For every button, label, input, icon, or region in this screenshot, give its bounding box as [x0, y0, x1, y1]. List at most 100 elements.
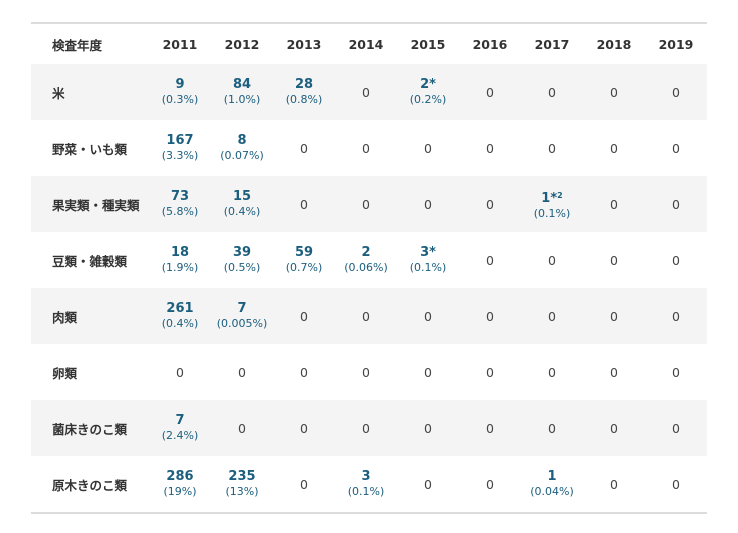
- row-label: 野菜・いも類: [52, 141, 128, 157]
- cell-count-value: 15: [232, 189, 252, 204]
- table-cell: 0: [335, 120, 397, 176]
- table-cell: 0: [211, 400, 273, 456]
- table-cell: 18 (1.9%): [149, 232, 211, 288]
- table-cell: 0: [645, 176, 707, 232]
- cell-zero-value: 0: [362, 420, 370, 436]
- cell-percentage: (1.9%): [161, 261, 199, 274]
- table-cell: 0: [645, 344, 707, 400]
- footnote-asterisk: *: [429, 77, 436, 92]
- cell-count-value: 7: [237, 301, 247, 316]
- table-cell: 0: [459, 400, 521, 456]
- cell-count-value: 3: [420, 245, 430, 260]
- table-cell: 3* (0.1%): [397, 232, 459, 288]
- cell-zero-value: 0: [486, 196, 494, 212]
- row-label: 肉類: [52, 309, 78, 325]
- cell-percentage: (0.1%): [533, 206, 571, 220]
- table-cell: 0: [645, 232, 707, 288]
- table-cell: 0: [335, 288, 397, 344]
- cell-count: 3: [335, 469, 397, 485]
- cell-zero-value: 0: [486, 252, 494, 268]
- table-cell: 0: [397, 400, 459, 456]
- table-cell: 0: [583, 176, 645, 232]
- table-cell: 59 (0.7%): [273, 232, 335, 288]
- cell-count: 7: [149, 413, 211, 429]
- cell-zero-value: 0: [176, 364, 184, 380]
- row-label: 原木きのこ類: [52, 477, 128, 493]
- cell-count-value: 59: [294, 245, 314, 260]
- cell-zero-value: 0: [486, 476, 494, 492]
- cell-count: 286: [149, 469, 211, 485]
- table-cell: 0: [521, 232, 583, 288]
- cell-zero-value: 0: [362, 196, 370, 212]
- table-cell: 0: [335, 400, 397, 456]
- cell-count: 59: [273, 245, 335, 261]
- cell-count-value: 235: [228, 469, 256, 484]
- cell-zero-value: 0: [300, 140, 308, 156]
- table-cell: 0: [273, 344, 335, 400]
- table-cell: 2* (0.2%): [397, 64, 459, 120]
- cell-percentage: (1.0%): [223, 93, 261, 106]
- table-cell: 7 (2.4%): [149, 400, 211, 456]
- table-cell: 1*2 (0.1%): [521, 176, 583, 232]
- table-cell: 0: [521, 64, 583, 120]
- cell-count-value: 9: [175, 77, 185, 92]
- table-row: 卵類 0 0 0 0 0 0 0 0 0: [31, 344, 707, 400]
- table-cell: 0: [521, 400, 583, 456]
- table-cell: 0: [273, 288, 335, 344]
- table-cell: 2 (0.06%): [335, 232, 397, 288]
- table-cell: 0: [273, 120, 335, 176]
- table-cell: 73 (5.8%): [149, 176, 211, 232]
- table-cell: 0: [273, 456, 335, 513]
- cell-zero-value: 0: [362, 140, 370, 156]
- table-cell: 0: [335, 344, 397, 400]
- cell-count-value: 39: [232, 245, 252, 260]
- cell-zero-value: 0: [672, 364, 680, 380]
- table-cell: 0: [583, 456, 645, 513]
- cell-zero-value: 0: [610, 196, 618, 212]
- cell-percentage: (2.4%): [161, 429, 199, 442]
- cell-count: 73: [149, 189, 211, 205]
- cell-zero-value: 0: [672, 476, 680, 492]
- cell-zero-value: 0: [610, 420, 618, 436]
- table-cell: 9 (0.3%): [149, 64, 211, 120]
- cell-zero-value: 0: [672, 140, 680, 156]
- table-cell: 3 (0.1%): [335, 456, 397, 513]
- table-row: 菌床きのこ類 7 (2.4%) 0 0 0 0 0 0 0 0: [31, 400, 707, 456]
- table-body: 米 9 (0.3%) 84 (1.0%) 28 (0.8%) 0 2* (0.2%) 0 0 0 0 野菜・…: [31, 64, 707, 513]
- cell-count-value: 1: [547, 469, 557, 484]
- row-label: 豆類・雑穀類: [52, 253, 128, 269]
- cell-count: 39: [211, 245, 273, 261]
- cell-count-value: 2: [361, 245, 371, 260]
- row-label: 米: [52, 85, 65, 101]
- cell-count: 3*: [397, 245, 459, 261]
- cell-count: 261: [149, 301, 211, 317]
- cell-zero-value: 0: [548, 420, 556, 436]
- cell-zero-value: 0: [610, 140, 618, 156]
- table-cell: 0: [273, 176, 335, 232]
- header-year-2017: 2017: [534, 36, 570, 52]
- cell-zero-value: 0: [672, 308, 680, 324]
- cell-zero-value: 0: [300, 476, 308, 492]
- cell-count-value: 3: [361, 469, 371, 484]
- cell-count-value: 286: [166, 469, 194, 484]
- cell-zero-value: 0: [672, 420, 680, 436]
- table-cell: 0: [397, 120, 459, 176]
- table-cell: 0: [459, 176, 521, 232]
- cell-percentage: (3.3%): [161, 149, 199, 162]
- table-cell: 0: [521, 120, 583, 176]
- cell-count-value: 73: [170, 189, 190, 204]
- cell-zero-value: 0: [300, 420, 308, 436]
- footnote-mark: *: [429, 77, 436, 92]
- cell-zero-value: 0: [362, 364, 370, 380]
- table-row: 肉類 261 (0.4%) 7 (0.005%) 0 0 0 0 0 0 0: [31, 288, 707, 344]
- header-year-2018: 2018: [596, 36, 632, 52]
- cell-zero-value: 0: [424, 196, 432, 212]
- table-cell: 0: [397, 288, 459, 344]
- cell-zero-value: 0: [300, 196, 308, 212]
- table-cell: 0: [583, 344, 645, 400]
- table-cell: 286 (19%): [149, 456, 211, 513]
- cell-zero-value: 0: [548, 308, 556, 324]
- cell-percentage: (0.04%): [530, 485, 574, 498]
- footnote-asterisk: *: [429, 245, 436, 260]
- cell-percentage: (0.7%): [285, 261, 323, 274]
